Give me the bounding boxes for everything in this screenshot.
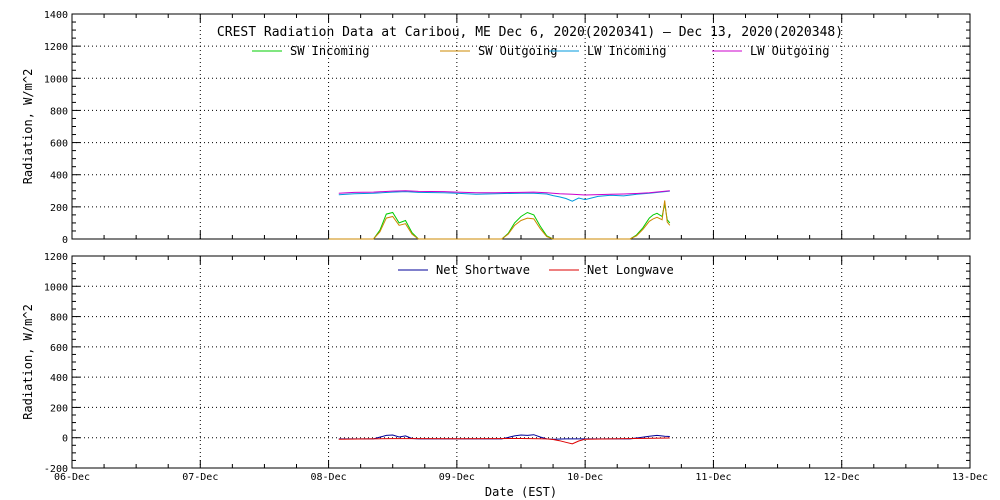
legend-label: SW Outgoing: [478, 44, 557, 58]
y-tick-label: 200: [50, 203, 68, 214]
x-tick-label: 12-Dec: [824, 472, 860, 483]
y-tick-label: 800: [50, 106, 68, 117]
legend-label: Net Longwave: [587, 263, 674, 277]
series-line-net-longwave: [338, 437, 670, 445]
y-tick-label: 1400: [44, 10, 68, 21]
y-tick-label: 800: [50, 313, 68, 324]
legend-label: LW Incoming: [587, 44, 666, 58]
series-line-lw-outgoing: [338, 190, 670, 196]
plot-frame: [71, 255, 971, 469]
legend-label: Net Shortwave: [436, 263, 530, 277]
top-panel-incoming-outgoing: 0 200 400 600 800 1000 1200 1400 Radiation, W/m^…: [21, 10, 971, 246]
series-line-sw-outgoing: [328, 200, 671, 240]
y-tick-label: 1000: [44, 74, 68, 85]
x-tick-label: 11-Dec: [695, 472, 731, 483]
x-tick-label: 07-Dec: [182, 472, 218, 483]
series-line-sw-incoming: [328, 203, 671, 240]
series-line-lw-incoming: [338, 190, 670, 202]
x-tick-label: 13-Dec: [952, 472, 988, 483]
y-tick-label: 0: [62, 235, 68, 246]
x-tick-label: 09-Dec: [439, 472, 475, 483]
x-axis-label: Date (EST): [485, 485, 557, 499]
x-tick-label: 06-Dec: [54, 472, 90, 483]
y-tick-label: 0: [62, 434, 68, 445]
y-tick-label: 200: [50, 403, 68, 414]
x-tick-label: 08-Dec: [311, 472, 347, 483]
chart-title: CREST Radiation Data at Caribou, ME Dec …: [217, 25, 843, 40]
y-tick-label: 400: [50, 373, 68, 384]
bottom-panel-net-radiation: -200 0 200 400 600 800 1000 1200 06-Dec 07-Dec 08-…: [21, 252, 988, 483]
y-tick-label: 600: [50, 139, 68, 150]
y-tick-label: 400: [50, 171, 68, 182]
y-tick-label: 1200: [44, 42, 68, 53]
y-tick-label: 1200: [44, 252, 68, 263]
y-tick-label: 1000: [44, 282, 68, 293]
x-tick-label: 10-Dec: [567, 472, 603, 483]
y-tick-label: -200: [44, 464, 68, 475]
legend-label: LW Outgoing: [750, 44, 829, 58]
y-axis-label: Radiation, W/m^2: [21, 69, 35, 185]
y-tick-label: 600: [50, 343, 68, 354]
legend-label: SW Incoming: [290, 44, 369, 58]
y-axis-label: Radiation, W/m^2: [21, 304, 35, 420]
